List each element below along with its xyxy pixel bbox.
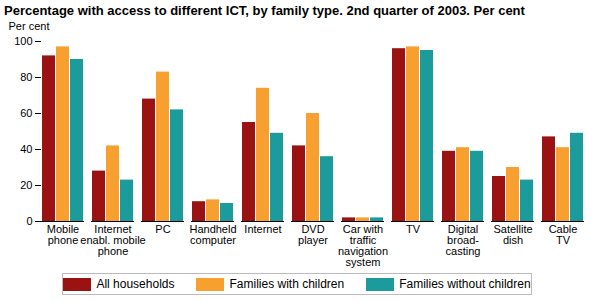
svg-text:Satellitedish: Satellitedish xyxy=(493,223,532,246)
svg-text:60: 60 xyxy=(20,107,32,119)
svg-text:Mobilephone: Mobilephone xyxy=(47,223,79,246)
svg-text:Internetenabl. mobilephone: Internetenabl. mobilephone xyxy=(80,223,145,257)
svg-text:PC: PC xyxy=(155,223,170,235)
html-text:Percentage with access to diff: Percentage with access to different ICT,… xyxy=(4,3,525,18)
svg-text:Digitalbroad-casting: Digitalbroad-casting xyxy=(446,223,481,257)
svg-text:Per cent: Per cent xyxy=(9,20,50,32)
svg-text:Handheldcomputer: Handheldcomputer xyxy=(189,223,236,246)
svg-text:20: 20 xyxy=(20,179,32,191)
html-text:Families without children: Families without children xyxy=(399,277,531,291)
html-text:Families with children: Families with children xyxy=(229,277,345,291)
html-text:All households: All households xyxy=(96,277,175,291)
svg-text:TV: TV xyxy=(406,223,421,235)
svg-text:Car withtrafficnavigationsyste: Car withtrafficnavigationsystem xyxy=(338,223,388,268)
svg-text:100: 100 xyxy=(14,35,32,47)
svg-text:DVDplayer: DVDplayer xyxy=(298,223,328,246)
svg-text:CableTV: CableTV xyxy=(549,223,578,246)
svg-text:0: 0 xyxy=(26,215,32,227)
svg-text:80: 80 xyxy=(20,71,32,83)
svg-text:Internet: Internet xyxy=(244,223,281,235)
svg-text:40: 40 xyxy=(20,143,32,155)
